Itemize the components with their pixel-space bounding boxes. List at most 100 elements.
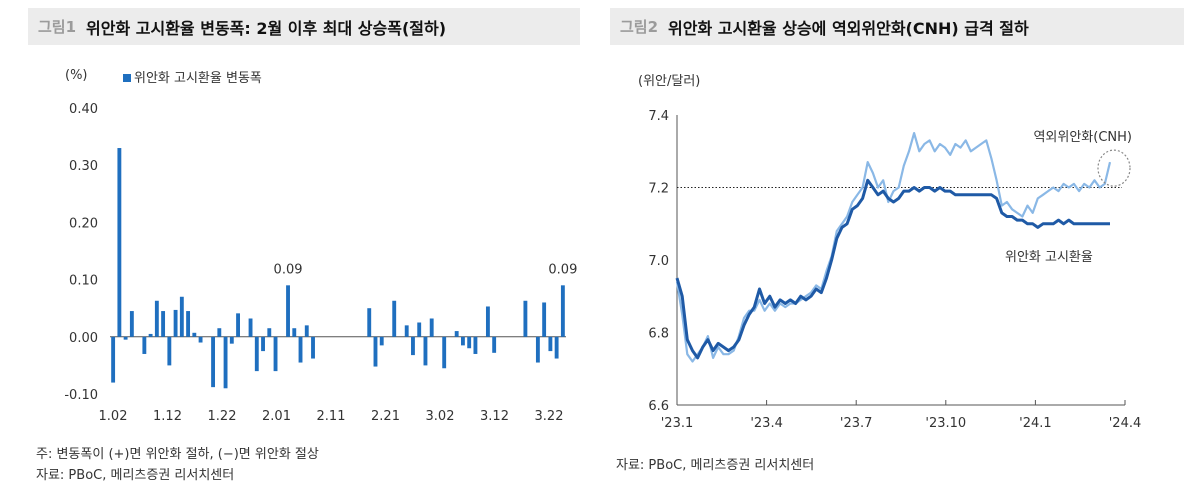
figure-title: 위안화 고시환율 상승에 역외위안화(CNH) 급격 절하 [668, 18, 1029, 38]
bar-chart: (%) 위안화 고시환율 변동폭 0.40 0.30 0.20 0.10 0.00 -0.… [64, 68, 578, 424]
x-axis-ticks: 1.02 1.12 1.22 2.01 2.11 2.21 3.02 3.12 3.22 [99, 409, 564, 424]
bar [485, 306, 490, 337]
bar [467, 336, 472, 349]
bar [442, 336, 447, 369]
y-tick-label: 0.00 [69, 331, 98, 346]
figure-title: 위안화 고시환율 변동폭: 2월 이후 최대 상승폭(절하) [86, 18, 447, 38]
bar [379, 336, 384, 346]
line-chart: (위안/달러) 7.4 7.2 7.0 6.8 6.6 '23.1 '23.4 '23.7 '… [638, 74, 1141, 431]
x-tick-label: 1.12 [153, 409, 182, 424]
bar [111, 336, 116, 383]
bar [292, 328, 297, 337]
bar [373, 336, 378, 367]
chart-source: 자료: PBoC, 메리츠증권 리서치센터 [616, 458, 815, 473]
bar [142, 336, 147, 354]
bar [261, 336, 265, 352]
bar [311, 336, 315, 359]
right-chart-panel: 그림2 위안화 고시환율 상승에 역외위안화(CNH) 급격 절하 (위안/달러… [610, 0, 1184, 489]
x-tick-label: 2.21 [371, 409, 400, 424]
bar [123, 336, 128, 340]
data-label: 0.09 [548, 262, 577, 277]
bar [148, 333, 153, 337]
series-line [675, 178, 1110, 360]
bar [392, 300, 397, 337]
y-tick-label: 7.2 [648, 182, 669, 197]
x-tick-label: '23.10 [925, 416, 966, 431]
figure-title-bar: 그림1 위안화 고시환율 변동폭: 2월 이후 최대 상승폭(절하) [28, 8, 580, 45]
bar [411, 336, 415, 356]
bar [186, 311, 191, 337]
bar [117, 148, 122, 337]
y-axis-ticks: 7.4 7.2 7.0 6.8 6.6 [648, 109, 1125, 414]
figure-title-bar: 그림2 위안화 고시환율 상승에 역외위안화(CNH) 급격 절하 [610, 8, 1184, 45]
bar [173, 309, 178, 337]
bar [154, 300, 159, 337]
bar [560, 285, 565, 337]
x-tick-label: 3.02 [426, 409, 455, 424]
bar [548, 336, 553, 352]
bar [211, 336, 216, 388]
series-label-cnh: 역외위안화(CNH) [1033, 130, 1132, 145]
bar [535, 336, 540, 363]
x-tick-label: 1.02 [99, 409, 128, 424]
x-tick-label: '23.7 [840, 416, 873, 431]
bar [229, 336, 234, 344]
y-tick-label: 6.8 [648, 327, 669, 342]
x-tick-label: 2.11 [317, 409, 346, 424]
bar [254, 336, 259, 372]
y-tick-label: 0.30 [69, 159, 98, 174]
bar [267, 328, 272, 337]
y-axis-label: (위안/달러) [638, 74, 700, 89]
y-axis-ticks: 0.40 0.30 0.20 0.10 0.00 -0.10 [64, 102, 566, 403]
y-tick-label: 7.0 [648, 254, 669, 269]
data-label: 0.09 [274, 262, 303, 277]
y-tick-label: 6.6 [648, 399, 669, 414]
bar [248, 318, 253, 337]
bar [286, 285, 290, 337]
bar [198, 336, 203, 343]
chart-note: 주: 변동폭이 (+)면 위안화 절하, (−)면 위안화 절상 [36, 447, 319, 462]
x-tick-label: 3.12 [480, 409, 509, 424]
highlight-circle [1097, 149, 1131, 187]
y-tick-label: 0.20 [69, 216, 98, 231]
y-tick-label: 7.4 [648, 109, 669, 124]
x-tick-label: 1.22 [208, 409, 237, 424]
line-series [675, 132, 1112, 363]
bar [417, 322, 422, 337]
series-line [675, 132, 1112, 363]
x-tick-label: '23.1 [661, 416, 694, 431]
series-label-cny: 위안화 고시환율 [1005, 250, 1093, 265]
y-tick-label: 0.40 [69, 102, 98, 117]
bar [167, 336, 172, 366]
bar [236, 313, 240, 337]
bar [523, 300, 528, 337]
bar [273, 336, 278, 372]
chart-source: 자료: PBoC, 메리츠증권 리서치센터 [36, 468, 235, 483]
annotations: 0.09 0.09 [274, 262, 578, 277]
figure-number: 그림1 [38, 18, 77, 36]
bar [161, 311, 166, 337]
x-tick-label: '24.1 [1019, 416, 1052, 431]
left-chart-panel: 그림1 위안화 고시환율 변동폭: 2월 이후 최대 상승폭(절하) (%) 위… [0, 0, 580, 489]
x-tick-label: 3.22 [535, 409, 564, 424]
bar-series [111, 148, 565, 389]
bar [542, 302, 547, 337]
bar [179, 296, 184, 337]
bar [192, 332, 197, 337]
bar [460, 336, 465, 346]
y-axis-label: (%) [65, 68, 88, 83]
figure-number: 그림2 [620, 18, 659, 36]
bar [404, 325, 409, 337]
legend-swatch [123, 74, 131, 82]
bar [492, 336, 497, 353]
bar [217, 328, 222, 337]
bar [298, 336, 303, 363]
bar [473, 336, 478, 354]
bar [304, 325, 309, 337]
x-tick-label: '23.4 [750, 416, 783, 431]
bar [554, 336, 559, 359]
y-tick-label: -0.10 [64, 388, 98, 403]
legend-label: 위안화 고시환율 변동폭 [134, 71, 262, 86]
bar [367, 308, 372, 337]
y-tick-label: 0.10 [69, 274, 98, 289]
